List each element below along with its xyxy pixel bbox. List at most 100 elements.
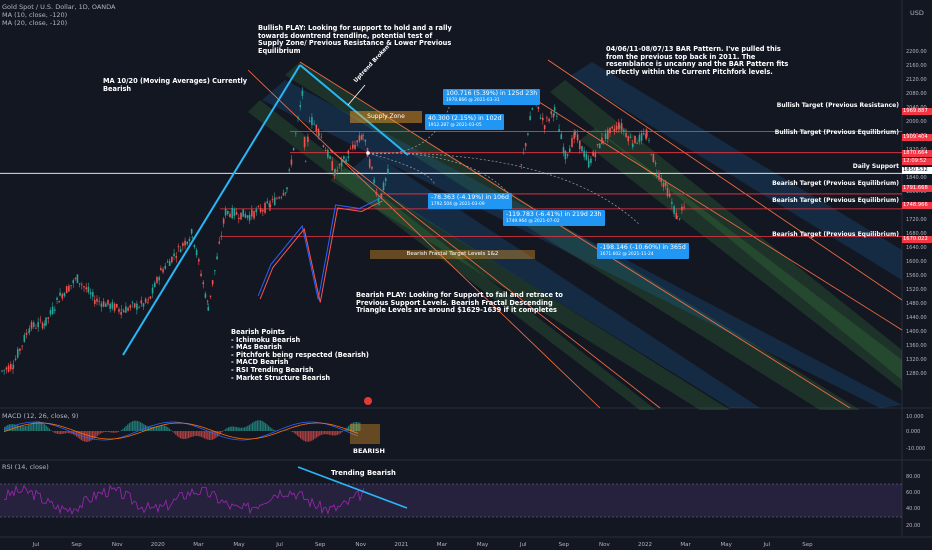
measure-box[interactable]: 40.300 (2.15%) in 102d 1912.287 @ 2021-03…: [425, 114, 505, 130]
price-badge-bullish-resistance: 1969.887: [902, 108, 932, 115]
candle-body: [173, 253, 175, 257]
candle-body: [74, 278, 77, 280]
candle-body: [271, 199, 274, 201]
candle-body: [202, 282, 205, 285]
candle-body: [85, 287, 88, 290]
price-tick-label: 1840.00: [906, 175, 927, 181]
candle-body: [120, 311, 122, 315]
candle-body: [160, 268, 162, 271]
bearish-point: - MACD Bearish: [231, 358, 289, 367]
measure-box[interactable]: -78.363 (-4.19%) in 106d 1792.504 @ 2021-…: [428, 193, 512, 209]
candle-body: [177, 246, 180, 248]
macd-histogram-bar: [16, 425, 18, 431]
candle-body: [594, 152, 597, 158]
macd-histogram-bar: [258, 420, 260, 431]
candle-body: [47, 317, 50, 319]
macd-histogram-bar: [266, 424, 268, 431]
fractal-target-zone[interactable]: Bearish Fractal Target Levels 1&2: [370, 250, 535, 259]
macd-histogram-bar: [324, 431, 326, 435]
candle-body: [68, 285, 70, 292]
macd-histogram-bar: [247, 425, 249, 431]
candle-body: [39, 319, 42, 321]
candle-body: [527, 133, 529, 135]
macd-histogram-bar: [106, 431, 108, 432]
candle-body: [581, 146, 583, 152]
candle-body: [81, 284, 83, 286]
macd-histogram-bar: [338, 431, 340, 435]
candle-body: [195, 249, 198, 256]
macd-histogram-bar: [252, 422, 254, 431]
candle-body: [193, 244, 196, 248]
macd-histogram-bar: [210, 431, 212, 440]
macd-histogram-bar: [172, 431, 174, 432]
measure-box[interactable]: 100.716 (5.39%) in 125d 23h 1970.866 @ 20…: [443, 89, 541, 105]
macd-bearish-zone: [350, 424, 380, 444]
candle-body: [204, 293, 207, 298]
macd-histogram-bar: [330, 431, 332, 436]
time-tick-label: Mar: [680, 542, 691, 548]
pitchfork-line: [247, 69, 601, 409]
candle-body: [216, 256, 218, 260]
candle-body: [683, 206, 685, 208]
candle-body: [352, 144, 354, 149]
macd-histogram-bar: [36, 421, 38, 431]
candle-body: [158, 277, 160, 281]
macd-histogram-bar: [42, 422, 44, 431]
macd-histogram-bar: [271, 428, 273, 431]
price-badge-bearish-1: 1791.668: [902, 185, 932, 192]
candle-body: [266, 201, 269, 204]
macd-histogram-bar: [244, 427, 246, 431]
macd-histogram-bar: [124, 427, 126, 431]
macd-histogram-bar: [55, 431, 57, 434]
price-badge-bearish-2: 1748.966: [902, 202, 932, 209]
candle-body: [25, 332, 28, 336]
macd-histogram-bar: [98, 431, 100, 435]
candle-body: [553, 107, 556, 111]
candle-body: [251, 209, 253, 217]
candle-body: [356, 140, 359, 143]
supply-zone[interactable]: Supply Zone: [350, 111, 422, 123]
macd-histogram-bar: [199, 431, 201, 437]
macd-histogram-bar: [351, 423, 353, 431]
candle-body: [345, 159, 347, 163]
downtrend-line: [299, 64, 409, 156]
macd-histogram-bar: [26, 425, 28, 431]
candle-body: [520, 164, 523, 166]
macd-histogram-bar: [325, 431, 327, 435]
macd-histogram-bar: [56, 431, 58, 434]
macd-histogram-bar: [167, 427, 169, 431]
candle-body: [268, 203, 271, 208]
measure-line2: 1970.866 @ 2021-03-31: [446, 98, 500, 103]
macd-histogram-bar: [317, 431, 319, 437]
macd-histogram-bar: [335, 431, 337, 436]
candle-body: [164, 265, 167, 269]
candle-body: [168, 260, 171, 266]
macd-histogram-bar: [156, 426, 158, 431]
macd-histogram-bar: [196, 431, 198, 436]
time-tick-label: Sep: [802, 542, 813, 548]
time-tick-label: 2022: [638, 542, 652, 548]
candle-body: [56, 297, 58, 300]
candle-body: [142, 303, 145, 307]
candle-body: [149, 296, 152, 299]
candle-body: [78, 283, 81, 285]
macd-histogram-bar: [152, 426, 154, 431]
macd-histogram-bar: [157, 425, 159, 431]
candle-body: [102, 301, 105, 307]
measure-box[interactable]: -198.146 (-10.60%) in 365d 1671.602 @ 202…: [597, 243, 689, 259]
candle-body: [349, 148, 352, 150]
candle-body: [131, 302, 134, 304]
measure-box[interactable]: -119.783 (-6.41%) in 219d 23h 1749.964 @ …: [503, 210, 605, 226]
ma10-legend: MA (10, close, -120): [2, 11, 68, 19]
macd-histogram-bar: [32, 422, 34, 431]
rsi-tick-label: 40.00: [906, 506, 920, 512]
candle-body: [207, 306, 210, 311]
price-tick-label: 1520.00: [906, 287, 927, 293]
time-tick-label: Jul: [762, 542, 770, 548]
macd-histogram-bar: [143, 424, 145, 431]
macd-histogram-bar: [293, 431, 295, 434]
candle-body: [301, 90, 304, 96]
macd-histogram-bar: [207, 431, 209, 440]
candle-body: [151, 287, 154, 294]
candle-body: [340, 159, 343, 167]
